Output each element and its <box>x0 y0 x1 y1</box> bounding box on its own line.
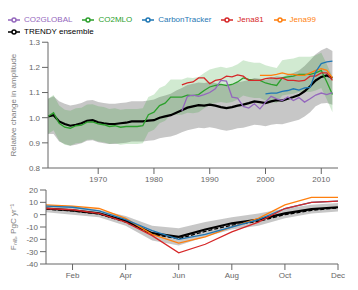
svg-text:Dec: Dec <box>331 271 345 280</box>
svg-text:Feb: Feb <box>66 271 80 280</box>
svg-text:Oct: Oct <box>279 271 292 280</box>
svg-text:-30: -30 <box>26 248 38 257</box>
svg-text:1.0: 1.0 <box>29 114 41 123</box>
svg-text:0: 0 <box>34 211 39 220</box>
svg-text:Relative change in amplitude: Relative change in amplitude <box>9 53 18 156</box>
svg-text:Fₙₗₐ, PgC yr⁻¹: Fₙₗₐ, PgC yr⁻¹ <box>9 203 18 250</box>
svg-text:1990: 1990 <box>201 175 219 184</box>
svg-text:1.1: 1.1 <box>29 88 41 97</box>
svg-text:20: 20 <box>29 186 38 195</box>
html-text:TRENDY ensemble: TRENDY ensemble <box>24 27 94 37</box>
html-text:Jena81: Jena81 <box>237 15 264 25</box>
svg-text:1980: 1980 <box>145 175 163 184</box>
svg-text:1.2: 1.2 <box>29 63 41 72</box>
html-text:CO2GLOBAL: CO2GLOBAL <box>24 15 73 25</box>
svg-text:Jun: Jun <box>172 271 185 280</box>
html-text:CO2MLO: CO2MLO <box>98 15 133 25</box>
svg-text:-20: -20 <box>26 235 38 244</box>
svg-text:1970: 1970 <box>89 175 107 184</box>
svg-text:1.3: 1.3 <box>29 38 41 47</box>
svg-text:Aug: Aug <box>225 271 239 280</box>
svg-text:0.8: 0.8 <box>29 164 41 173</box>
svg-text:-40: -40 <box>26 260 38 269</box>
svg-text:2000: 2000 <box>257 175 275 184</box>
svg-text:0.9: 0.9 <box>29 139 41 148</box>
html-text:CarbonTracker: CarbonTracker <box>158 15 212 25</box>
html-text:Jena99: Jena99 <box>289 15 316 25</box>
svg-text:2010: 2010 <box>312 175 330 184</box>
svg-text:10: 10 <box>29 198 38 207</box>
svg-text:Apr: Apr <box>119 271 132 280</box>
svg-text:-10: -10 <box>26 223 38 232</box>
